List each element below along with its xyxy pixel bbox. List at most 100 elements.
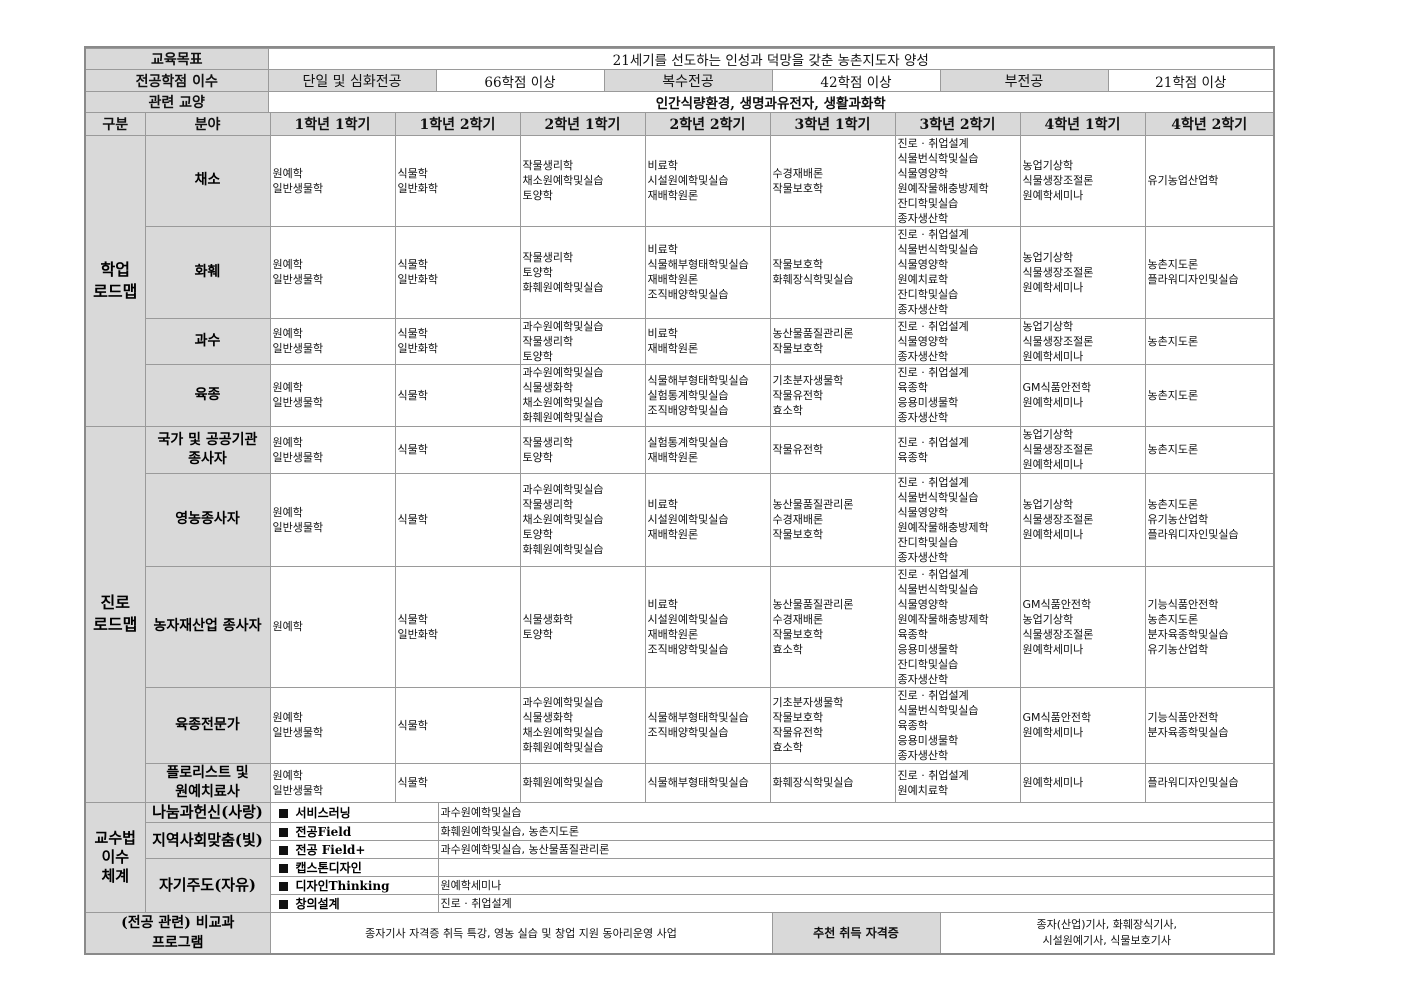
column-semester: 1학년 1학기 [269,113,396,136]
pedagogy-item: 캡스톤디자인 [269,857,439,877]
course-cell: 농촌지도론 [1144,363,1273,427]
course-cell: 농촌지도론 유기농산업학 플라워디자인및실습 [1144,472,1273,567]
pedagogy-category-community: 지역사회맞춤(빛) [145,821,271,859]
course-cell: 농업기상학 식물생장조절론 원예학세미나 [1019,317,1146,365]
pedagogy-item: 창의설계 [270,893,439,913]
course-cell: 원예학 일반생물학 [269,134,396,227]
course-cell: 기능식품안전학 분자육종학및실습 [1144,686,1273,764]
course-cell: 비료학 시설원예학및실습 재배학원론 [644,134,771,227]
square-bullet-icon [278,899,288,909]
roadmap-row: 플로리스트 및 원예치료사 원예학 일반생물학 식물학 화훼원예학및실습 식물해부형태학… [86,762,1273,803]
square-bullet-icon [278,863,288,873]
pedagogy-item: 전공 Field+ [270,839,439,859]
course-cell: GM식품안전학 원예학세미나 [1019,686,1146,764]
pedagogy-item-name: 창의설계 [295,896,340,911]
pedagogy-label: 교수법 이수 체계 [86,802,146,913]
course-cell: 농업기상학 식물생장조절론 원예학세미나 [1019,225,1146,319]
pedagogy-courses: 화훼원예학및실습, 농촌지도론 [437,821,1273,841]
course-cell: 작물보호학 화훼장식학및실습 [769,225,896,319]
course-cell: 비료학 재배학원론 [644,317,771,365]
column-division: 구분 [86,113,146,136]
pedagogy-item: 서비스러닝 [269,802,439,823]
course-cell: 화훼원예학및실습 [519,762,646,803]
course-cell: 원예학 일반생물학 [269,762,396,803]
pedagogy-courses: 진로 · 취업설계 [437,893,1273,913]
course-cell: 진로 · 취업설계 식물번식학및실습 육종학 응용미생물학 종자생산학 [894,686,1021,764]
course-cell: 농촌지도론 [1144,317,1273,365]
footer-table: (전공 관련) 비교과 프로그램 종자기사 자격증 취득 특강, 영농 실습 및… [86,912,1273,953]
course-cell: 원예학세미나 [1019,762,1146,803]
course-cell: 작물생리학 토양학 화훼원예학및실습 [519,225,646,319]
program-text: 종자기사 자격증 취득 특강, 영농 실습 및 창업 지원 동아리운영 사업 [269,912,773,953]
course-cell: 농업기상학 식물생장조절론 원예학세미나 [1019,134,1146,227]
column-semester: 3학년 1학기 [769,113,896,136]
course-cell: 원예학 일반생물학 [269,686,396,764]
roadmap-field: 영농종사자 [145,472,271,567]
credit-type-minor: 부전공 [939,69,1109,92]
course-cell: 원예학 일반생물학 [269,472,396,567]
course-cell: 유기농업산업학 [1144,134,1273,227]
roadmap-field: 과수 [145,317,271,365]
roadmap-group-label: 진로 로드맵 [86,425,146,803]
course-cell: 실험통계학및실습 재배학원론 [644,425,771,474]
course-cell: 원예학 일반생물학 [269,317,396,365]
goal-text: 21세기를 선도하는 인성과 덕망을 갖춘 농촌지도자 양성 [267,48,1273,70]
course-cell: 식물학 [394,363,521,427]
course-cell: 식물학 [394,425,521,474]
pedagogy-item-name: 캡스톤디자인 [295,860,362,875]
certificate-label: 추천 취득 자격증 [771,912,941,953]
pedagogy-item-name: 전공Field [295,824,352,839]
course-cell: 농촌지도론 플라워디자인및실습 [1144,225,1273,319]
course-cell: 식물해부형태학및실습 실험통계학및실습 조직배양학및실습 [644,363,771,427]
course-cell: 기초분자생물학 작물유전학 효소학 [769,363,896,427]
pedagogy-item-name: 디자인Thinking [295,878,390,893]
course-cell: 식물학 일반화학 [394,565,521,688]
column-semester: 2학년 2학기 [644,113,771,136]
roadmap-field: 국가 및 공공기관 종사자 [144,425,271,474]
course-cell: 원예학 일반생물학 [269,425,396,474]
course-cell: 플라워디자인및실습 [1144,762,1273,803]
course-cell: 수경재배론 작물보호학 [769,134,896,227]
column-field: 분야 [144,113,271,136]
course-cell: 농업기상학 식물생장조절론 원예학세미나 [1019,472,1146,567]
course-cell: 농업기상학 식물생장조절론 원예학세미나 [1019,425,1146,474]
roadmap-field: 육종전문가 [145,686,271,764]
course-cell: 농산물품질관리론 수경재배론 작물보호학 [769,472,896,567]
course-cell: 식물학 [394,686,521,764]
pedagogy-item: 전공Field [269,821,439,841]
course-cell: 식물해부형태학및실습 조직배양학및실습 [644,686,771,764]
course-cell: 작물생리학 채소원예학및실습 토양학 [519,134,646,227]
liberal-label: 관련 교양 [86,91,269,113]
column-semester: 4학년 1학기 [1019,113,1146,136]
course-cell: 농촌지도론 [1144,425,1273,474]
goal-label: 교육목표 [86,48,269,70]
pedagogy-courses [437,857,1273,877]
course-cell: 진로 · 취업설계 식물번식학및실습 식물영양학 원예치료학 잔디학및실습 종자… [894,225,1021,319]
course-cell: 작물유전학 [769,425,896,474]
roadmap-field: 플로리스트 및 원예치료사 [145,762,271,803]
course-cell: 진로 · 취업설계 식물번식학및실습 식물영양학 원예작물해충방제학 육종학 응… [894,565,1021,688]
roadmap-field: 농자재산업 종사자 [145,565,271,688]
course-cell: 농산물품질관리론 작물보호학 [769,317,896,365]
column-semester: 2학년 1학기 [519,113,646,136]
square-bullet-icon [278,881,288,891]
pedagogy-courses: 과수원예학및실습, 농산물품질관리론 [437,839,1273,859]
roadmap-row: 학업 로드맵 채소 원예학 일반생물학 식물학 일반화학 작물생리학 채소원예학및실습 … [86,134,1273,427]
course-cell: 과수원예학및실습 작물생리학 토양학 [519,317,646,365]
roadmap-row: 과수 원예학 일반생물학 식물학 일반화학 과수원예학및실습 작물생리학 토양학 비료학… [86,317,1273,365]
roadmap-row: 육종 원예학 일반생물학 식물학 과수원예학및실습 식물생화학 채소원예학및실습 화훼… [86,363,1273,427]
pedagogy-table: 교수법 이수 체계 나눔과헌신(사랑) 서비스러닝 과수원예학및실습 지역사회맞… [86,802,1273,913]
liberal-text: 인간식량환경, 생명과유전자, 생활과화학 [267,91,1273,113]
course-cell: 원예학 일반생물학 [269,225,396,319]
column-semester: 4학년 2학기 [1144,113,1273,136]
course-cell: GM식품안전학 원예학세미나 [1019,363,1146,427]
roadmap-table: 구분 분야 1학년 1학기 1학년 2학기 2학년 1학기 2학년 2학기 3학년 1학… [86,113,1273,803]
square-bullet-icon [278,808,288,818]
course-cell: 식물학 일반화학 [394,225,521,319]
credit-type-double: 복수전공 [603,69,773,92]
square-bullet-icon [278,827,288,837]
roadmap-row: 육종전문가 원예학 일반생물학 식물학 과수원예학및실습 식물생화학 채소원예학및실습… [86,686,1273,764]
certificate-list: 종자(산업)기사, 화훼장식기사, 시설원예기사, 식물보호기사 [939,912,1273,953]
course-cell: 식물학 [394,472,521,567]
course-cell: 원예학 일반생물학 [269,363,396,427]
